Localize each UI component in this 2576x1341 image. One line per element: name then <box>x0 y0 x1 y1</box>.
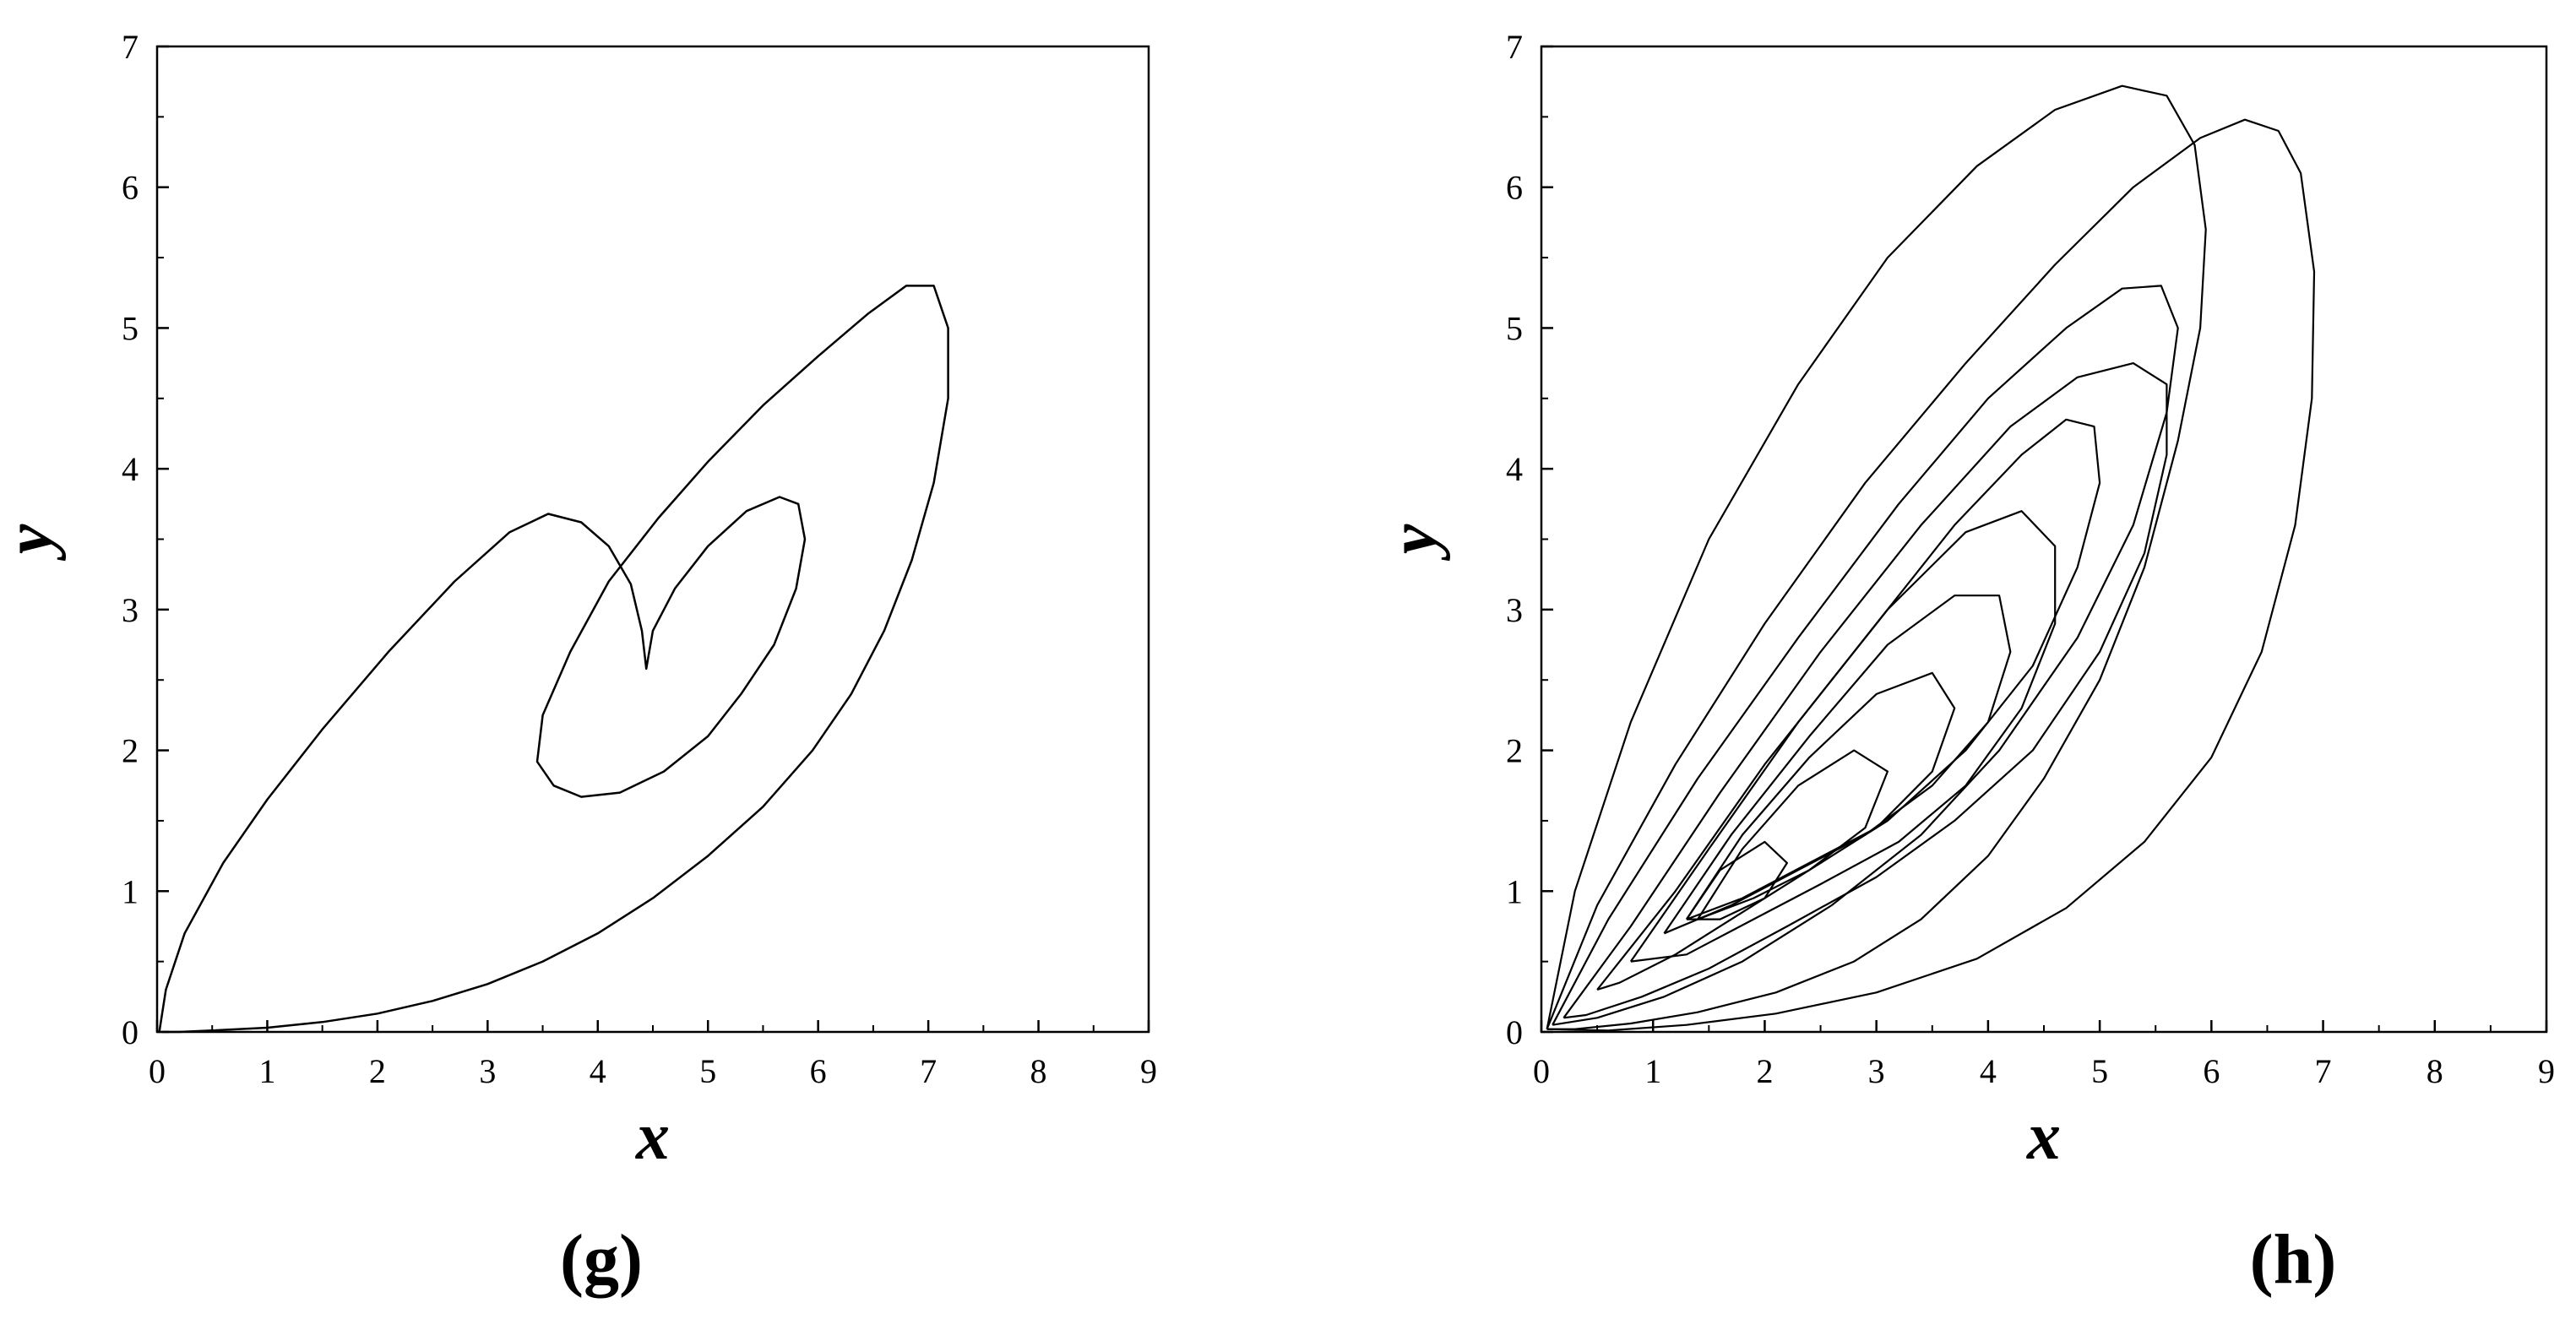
x-tick-label: 9 <box>2538 1052 2555 1090</box>
x-tick-label: 4 <box>1980 1052 1997 1090</box>
y-tick-label: 3 <box>1506 591 1523 629</box>
y-tick-label: 7 <box>1506 28 1523 66</box>
x-tick-label: 0 <box>1533 1052 1550 1090</box>
y-tick-label: 2 <box>1506 732 1523 770</box>
x-tick-label: 1 <box>1644 1052 1661 1090</box>
y-tick-label: 1 <box>122 872 139 910</box>
trajectory-series-2 <box>1546 118 2316 1032</box>
y-tick-label: 3 <box>122 591 139 629</box>
x-tick-label: 7 <box>920 1052 937 1090</box>
y-tick-label: 7 <box>122 28 139 66</box>
trajectory-series-1 <box>158 285 949 1034</box>
x-tick-label: 9 <box>1140 1052 1157 1090</box>
y-tick-label: 0 <box>1506 1013 1523 1051</box>
panel-caption-h: (h) <box>2249 1220 2337 1299</box>
x-tick-label: 2 <box>369 1052 386 1090</box>
chart-g: 0 1 2 3 4 5 6 7 8 9 0 1 2 3 4 5 6 7 x y <box>0 28 1157 1174</box>
y-tick-label: 6 <box>122 169 139 207</box>
plot-frame <box>1540 45 2548 1034</box>
y-tick-label: 6 <box>1506 169 1523 207</box>
y-tick-label: 0 <box>122 1013 139 1051</box>
y-tick-label: 1 <box>1506 872 1523 910</box>
chart-panel-h: 0 1 2 3 4 5 6 7 8 9 0 1 2 3 4 5 6 7 x y (h) <box>1288 0 2576 1341</box>
y-tick-label: 4 <box>122 450 139 488</box>
trajectory-series-7 <box>1663 594 2012 935</box>
x-tick-label: 8 <box>2427 1052 2443 1090</box>
y-axis-label: y <box>0 524 67 562</box>
x-tick-label: 1 <box>258 1052 275 1090</box>
x-tick-label: 5 <box>699 1052 716 1090</box>
x-tick-label: 3 <box>1868 1052 1885 1090</box>
trajectory-series-1 <box>1546 84 2207 1030</box>
x-tick-label: 6 <box>810 1052 827 1090</box>
y-tick-label: 5 <box>122 309 139 347</box>
x-tick-label: 2 <box>1756 1052 1773 1090</box>
x-axis-label: x <box>635 1099 670 1174</box>
plot-frame <box>155 45 1150 1034</box>
y-tick-label: 5 <box>1506 309 1523 347</box>
trajectory-series-10 <box>1685 840 1788 920</box>
trajectory-series-9 <box>1697 749 1889 920</box>
panel-caption-g: (g) <box>560 1220 643 1299</box>
x-axis-label: x <box>2026 1099 2061 1174</box>
x-tick-label: 0 <box>149 1052 166 1090</box>
trajectory-series-3 <box>1552 285 2179 1026</box>
x-tick-label: 4 <box>590 1052 606 1090</box>
x-tick-label: 6 <box>2203 1052 2220 1090</box>
x-tick-label: 5 <box>2091 1052 2108 1090</box>
y-axis-label: y <box>1377 524 1451 562</box>
trajectory-series-6 <box>1629 510 2057 963</box>
x-tick-label: 3 <box>479 1052 496 1090</box>
trajectory-series-4 <box>1562 362 2168 1019</box>
y-tick-label: 2 <box>122 732 139 770</box>
x-tick-label: 7 <box>2315 1052 2332 1090</box>
trajectory-series-8 <box>1685 671 1956 920</box>
chart-h: 0 1 2 3 4 5 6 7 8 9 0 1 2 3 4 5 6 7 x y <box>1377 28 2555 1174</box>
x-tick-label: 8 <box>1030 1052 1047 1090</box>
y-tick-label: 4 <box>1506 450 1523 488</box>
chart-panel-g: 0 1 2 3 4 5 6 7 8 9 0 1 2 3 4 5 6 7 x y (g) <box>0 28 1157 1299</box>
